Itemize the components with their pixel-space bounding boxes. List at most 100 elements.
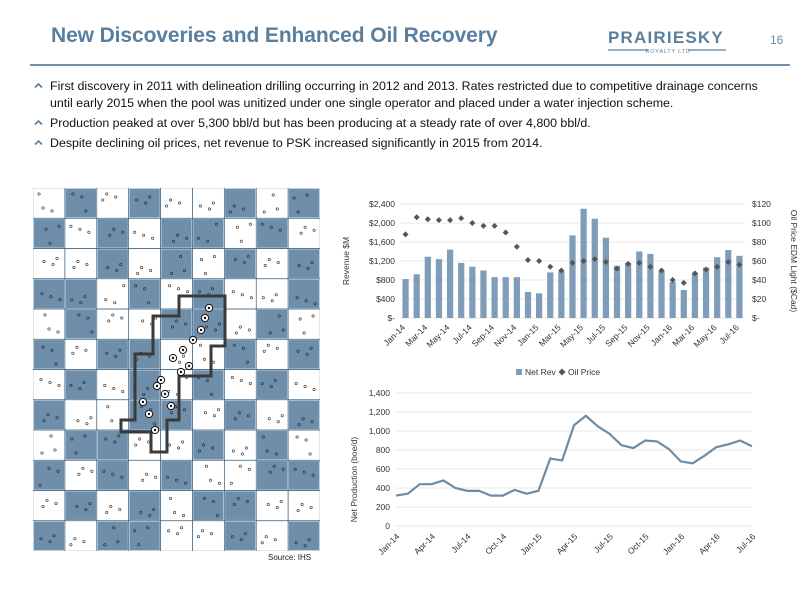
well-symbol	[75, 504, 79, 508]
well-symbol	[261, 296, 265, 300]
map-parcel	[288, 430, 320, 461]
well-symbol	[281, 467, 285, 471]
well-symbol	[141, 319, 145, 323]
x-tick-label: Oct-15	[626, 531, 651, 556]
map-parcel	[96, 278, 129, 309]
legend-swatch-oil-price	[558, 368, 566, 376]
well-symbol	[57, 224, 61, 228]
well-symbol	[229, 481, 233, 485]
oil-price-marker	[636, 259, 643, 266]
prairiesky-logo-graphic: PRAIRIESKY ROYALTY LTD	[608, 28, 726, 55]
well-symbol	[111, 313, 115, 317]
well-symbol	[300, 502, 304, 506]
map-parcel	[224, 490, 257, 521]
well-symbol	[312, 388, 316, 392]
net-rev-bar	[602, 237, 610, 318]
well-symbol	[303, 385, 307, 389]
map-parcel	[192, 430, 225, 461]
map-parcel	[160, 460, 193, 491]
well-symbol	[84, 209, 88, 213]
well-symbol	[48, 381, 52, 385]
well-symbol	[236, 496, 240, 500]
map-parcel	[256, 520, 288, 551]
well-symbol	[214, 222, 218, 226]
map-parcel	[33, 430, 65, 461]
well-symbol	[106, 266, 110, 270]
page-number: 16	[770, 33, 784, 47]
well-center-dot	[191, 338, 195, 342]
oil-price-marker	[703, 266, 710, 273]
well-symbol	[310, 261, 314, 265]
well-symbol	[134, 443, 138, 447]
oil-price-marker	[424, 216, 431, 223]
well-symbol	[89, 416, 93, 420]
x-tick-label: Sep-15	[603, 322, 630, 349]
well-symbol	[309, 346, 313, 350]
well-symbol	[120, 316, 124, 320]
map-parcel	[288, 339, 320, 370]
oil-price-marker	[513, 243, 520, 250]
well-symbol	[232, 502, 236, 506]
well-symbol	[133, 529, 137, 533]
well-symbol	[90, 330, 94, 334]
well-symbol	[215, 513, 219, 517]
well-center-dot	[171, 356, 175, 360]
well-symbol	[82, 540, 86, 544]
net-rev-bar	[558, 271, 565, 318]
well-symbol	[80, 195, 84, 199]
map-parcel	[192, 188, 225, 219]
x-tick-label: Apr-16	[697, 531, 722, 556]
map-parcel	[224, 369, 257, 400]
well-symbol	[198, 343, 202, 347]
map-parcel	[128, 309, 161, 340]
map-parcel	[224, 399, 257, 430]
well-symbol	[235, 225, 239, 229]
well-symbol	[245, 360, 249, 364]
oil-price-marker	[435, 217, 442, 224]
well-symbol	[231, 449, 235, 453]
map-parcel	[33, 248, 65, 279]
well-symbol	[120, 475, 124, 479]
well-symbol	[114, 354, 118, 358]
well-symbol	[264, 535, 268, 539]
map-parcel	[96, 430, 129, 461]
oil-price-marker	[725, 258, 732, 265]
well-symbol	[70, 298, 74, 302]
well-symbol	[176, 532, 180, 536]
well-symbol	[109, 504, 113, 508]
well-center-dot	[163, 392, 167, 396]
net-rev-bar	[714, 257, 721, 318]
well-symbol	[118, 507, 122, 511]
net-rev-bar	[636, 251, 643, 318]
well-symbol	[171, 325, 175, 329]
x-tick-label: Apr-15	[554, 531, 579, 556]
map-parcel	[256, 309, 288, 340]
map-parcel	[160, 520, 193, 551]
map-parcel	[96, 399, 129, 430]
net-rev-bar	[669, 281, 676, 318]
net-production-line	[395, 414, 753, 497]
net-rev-bar	[458, 262, 465, 318]
well-symbol	[185, 236, 189, 240]
well-symbol	[83, 295, 87, 299]
well-symbol	[48, 540, 52, 544]
well-symbol	[112, 526, 116, 530]
map-parcel	[224, 339, 257, 370]
legend-label-oil-price: Oil Price	[568, 367, 600, 377]
map-parcel	[288, 490, 320, 521]
well-symbol	[305, 193, 309, 197]
map-parcel	[65, 399, 97, 430]
well-symbol	[271, 193, 275, 197]
well-symbol	[106, 405, 110, 409]
well-symbol	[147, 301, 151, 305]
bullet-item: Production peaked at over 5,300 bbl/d bu…	[34, 115, 764, 132]
page-title: New Discoveries and Enhanced Oil Recover…	[51, 24, 498, 47]
map-parcel	[288, 460, 320, 491]
y-right-tick-label: $40	[752, 275, 766, 285]
map-parcel	[96, 490, 129, 521]
well-center-dot	[187, 364, 191, 368]
well-symbol	[182, 513, 186, 517]
net-rev-bar	[647, 253, 654, 318]
oil-price-marker	[647, 263, 654, 270]
map-parcel	[65, 490, 97, 521]
